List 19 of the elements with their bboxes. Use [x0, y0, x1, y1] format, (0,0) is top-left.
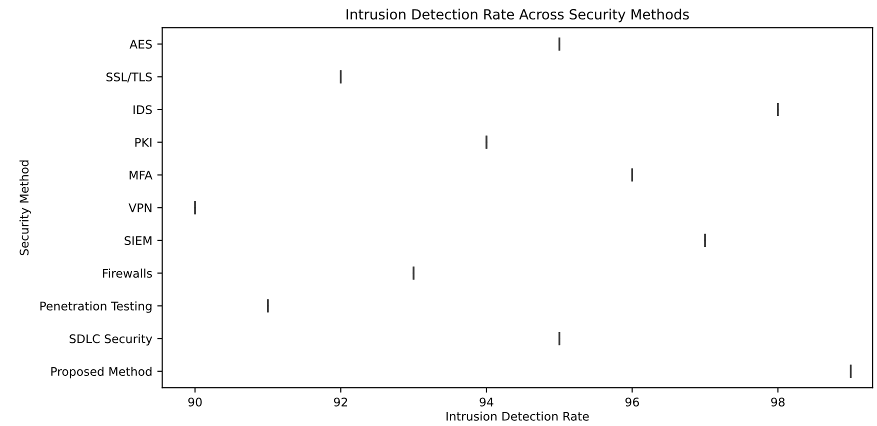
- x-tick-label: 90: [188, 398, 202, 407]
- y-tick-label: IDS: [134, 105, 152, 114]
- x-tick-label: 94: [480, 398, 494, 407]
- y-tick-label: SIEM: [124, 236, 152, 246]
- x-tick-label: 92: [334, 398, 348, 407]
- y-tick-label: Firewalls: [103, 268, 152, 278]
- y-axis-title: Security Method: [19, 160, 31, 256]
- chart-title: Intrusion Detection Rate Across Security Methods: [346, 8, 689, 22]
- y-tick-label: MFA: [130, 170, 152, 180]
- y-tick-label: PKI: [135, 138, 152, 147]
- x-tick-label: 98: [771, 398, 785, 407]
- y-tick-label: AES: [130, 40, 152, 49]
- y-tick-label: Penetration Testing: [40, 301, 152, 313]
- y-tick-label: VPN: [128, 204, 152, 212]
- x-tick-label: 96: [625, 398, 639, 407]
- y-tick-label: SDLC Security: [70, 334, 152, 346]
- y-tick-label: Proposed Method: [51, 366, 152, 378]
- y-tick-label: SSL/TLS: [106, 72, 152, 82]
- x-axis-title: Intrusion Detection Rate: [446, 412, 589, 421]
